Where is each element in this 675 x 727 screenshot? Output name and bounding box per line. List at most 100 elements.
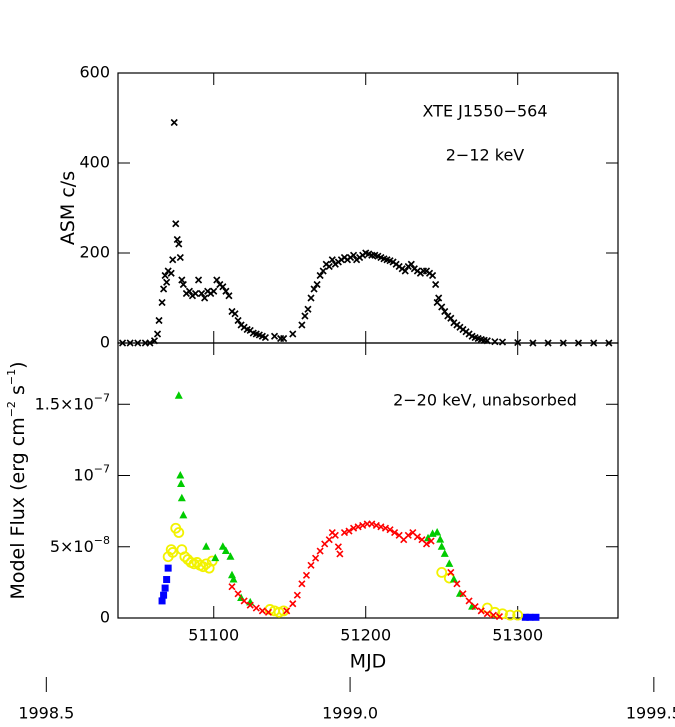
point	[532, 613, 540, 621]
point	[298, 321, 306, 329]
point	[179, 510, 188, 519]
point	[413, 533, 421, 541]
point	[325, 536, 333, 544]
point	[173, 235, 181, 244]
annotation: 2−20 keV, unabsorbed	[393, 391, 577, 410]
point	[445, 559, 454, 567]
point	[283, 607, 291, 615]
point	[512, 609, 524, 621]
point	[191, 289, 200, 298]
point	[228, 583, 236, 591]
point	[483, 610, 491, 618]
point	[201, 294, 209, 302]
y-tick-label: 0	[100, 333, 110, 352]
point	[401, 267, 409, 275]
point	[495, 613, 504, 621]
point	[177, 479, 186, 488]
point	[258, 607, 266, 615]
point	[222, 287, 230, 295]
point	[471, 603, 479, 611]
point	[167, 269, 175, 277]
x-tick-label: 51300	[492, 626, 543, 645]
point	[211, 553, 220, 562]
point	[175, 240, 183, 248]
point	[432, 280, 440, 289]
point	[177, 493, 186, 502]
point	[429, 271, 437, 280]
point	[435, 294, 443, 302]
y-axis-label: Model Flux (erg cm−2 s−1)	[5, 361, 29, 599]
point	[185, 287, 193, 295]
point	[172, 220, 180, 228]
y-tick-label: 1.5×10−7	[35, 391, 110, 413]
year-tick-label: 1998.5	[18, 704, 74, 723]
point	[447, 568, 455, 576]
point	[227, 570, 236, 579]
point	[407, 260, 415, 268]
point	[386, 526, 394, 534]
point	[173, 527, 185, 538]
point	[278, 605, 290, 617]
point	[264, 608, 273, 616]
point	[437, 542, 446, 550]
y-tick-label: 400	[79, 153, 110, 172]
x-tick-label: 51100	[188, 626, 239, 645]
point	[498, 338, 507, 346]
point	[289, 330, 297, 338]
point	[219, 283, 227, 291]
point	[304, 305, 312, 313]
point	[438, 303, 446, 311]
point	[160, 285, 168, 293]
point	[336, 550, 344, 558]
point	[252, 604, 260, 612]
point	[169, 256, 177, 264]
point	[155, 316, 163, 325]
point	[307, 561, 315, 569]
point	[404, 531, 412, 539]
point	[313, 280, 321, 289]
point	[316, 271, 324, 280]
point	[176, 253, 184, 262]
annotation: XTE J1550−564	[422, 102, 547, 121]
point	[489, 611, 497, 619]
point	[226, 552, 235, 560]
year-tick-label: 1999.5	[626, 704, 675, 723]
y-tick-label: 200	[79, 243, 110, 262]
x-tick-label: 51200	[340, 626, 391, 645]
point	[280, 334, 288, 343]
annotation: 2−12 keV	[446, 146, 525, 165]
point	[178, 276, 186, 284]
point	[441, 307, 449, 316]
point	[504, 609, 516, 621]
y-tick-label: 10−7	[73, 462, 110, 484]
y-axis-label: ASM c/s	[57, 171, 79, 245]
point	[491, 338, 499, 346]
point	[459, 590, 467, 598]
point	[334, 543, 342, 551]
point	[302, 571, 311, 579]
point	[161, 584, 169, 592]
point	[307, 294, 315, 302]
point	[293, 591, 301, 599]
point	[234, 316, 242, 325]
point	[158, 597, 166, 605]
point	[231, 310, 239, 318]
point	[298, 580, 306, 588]
point	[422, 540, 431, 548]
point	[179, 280, 187, 289]
point	[160, 591, 168, 599]
point	[179, 551, 191, 563]
point	[218, 542, 227, 550]
point	[210, 287, 218, 295]
y-tick-label: 5×10−8	[50, 533, 110, 555]
point	[331, 531, 339, 539]
point	[319, 267, 327, 275]
point	[246, 601, 254, 609]
point	[176, 471, 185, 479]
point	[301, 312, 309, 320]
point	[198, 289, 206, 298]
point	[261, 334, 269, 342]
point	[427, 537, 435, 545]
point	[164, 564, 172, 572]
point	[312, 554, 320, 562]
